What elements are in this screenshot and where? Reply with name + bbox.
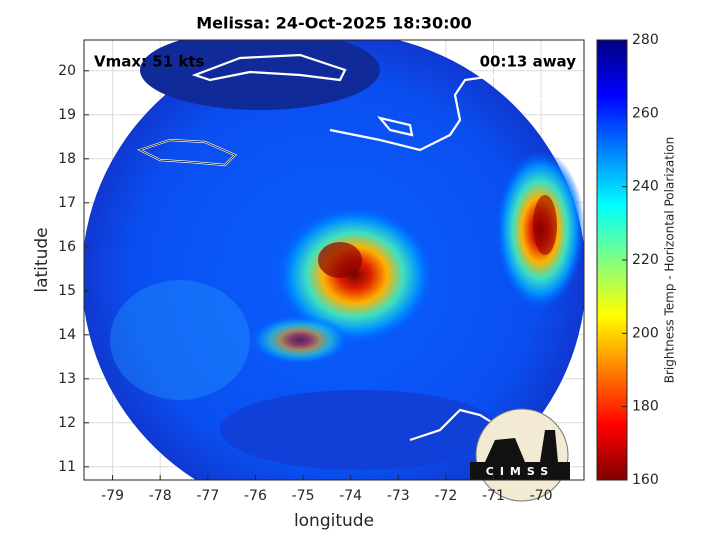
colorbar-tick-label: 240: [632, 179, 659, 195]
plot-frame: [83, 39, 585, 481]
x-tick-label: -79: [101, 488, 124, 504]
colorbar-tick-label: 280: [632, 32, 659, 48]
y-tick-label: 14: [58, 327, 76, 343]
x-tick-label: -73: [387, 488, 410, 504]
x-tick-label: -74: [339, 488, 362, 504]
x-tick-label: -78: [149, 488, 172, 504]
colorbar-tick-label: 220: [632, 252, 659, 268]
colorbar-tick-label: 160: [632, 472, 659, 488]
y-axis-label: latitude: [32, 227, 52, 292]
x-tick-label: -70: [530, 488, 553, 504]
x-tick-label: -77: [196, 488, 219, 504]
x-tick-label: -75: [292, 488, 315, 504]
x-tick-label: -76: [244, 488, 267, 504]
y-tick-label: 16: [58, 239, 76, 255]
x-tick-label: -72: [434, 488, 457, 504]
annotation: Vmax: 51 kts: [94, 53, 204, 71]
x-axis-label: longitude: [294, 511, 374, 531]
y-tick-label: 15: [58, 283, 76, 299]
y-tick-label: 18: [58, 151, 76, 167]
x-tick-label: -71: [482, 488, 505, 504]
swath-image: [84, 40, 584, 480]
colorbar-tick-label: 180: [632, 399, 659, 415]
y-tick-label: 13: [58, 371, 76, 387]
colorbar-label: Brightness Temp - Horizontal Polarizatio…: [663, 137, 677, 384]
logo: CIMSS: [470, 408, 570, 502]
y-tick-label: 17: [58, 195, 76, 211]
chart-title: Melissa: 24-Oct-2025 18:30:00: [196, 14, 472, 33]
annotation: 00:13 away: [480, 53, 577, 71]
y-tick-label: 20: [58, 63, 76, 79]
colorbar-tick-label: 260: [632, 105, 659, 121]
y-tick-label: 19: [58, 107, 76, 123]
y-tick-label: 12: [58, 415, 76, 431]
logo-text: CIMSS: [486, 465, 554, 478]
y-tick-label: 11: [58, 459, 76, 475]
colorbar-tick-label: 200: [632, 325, 659, 341]
